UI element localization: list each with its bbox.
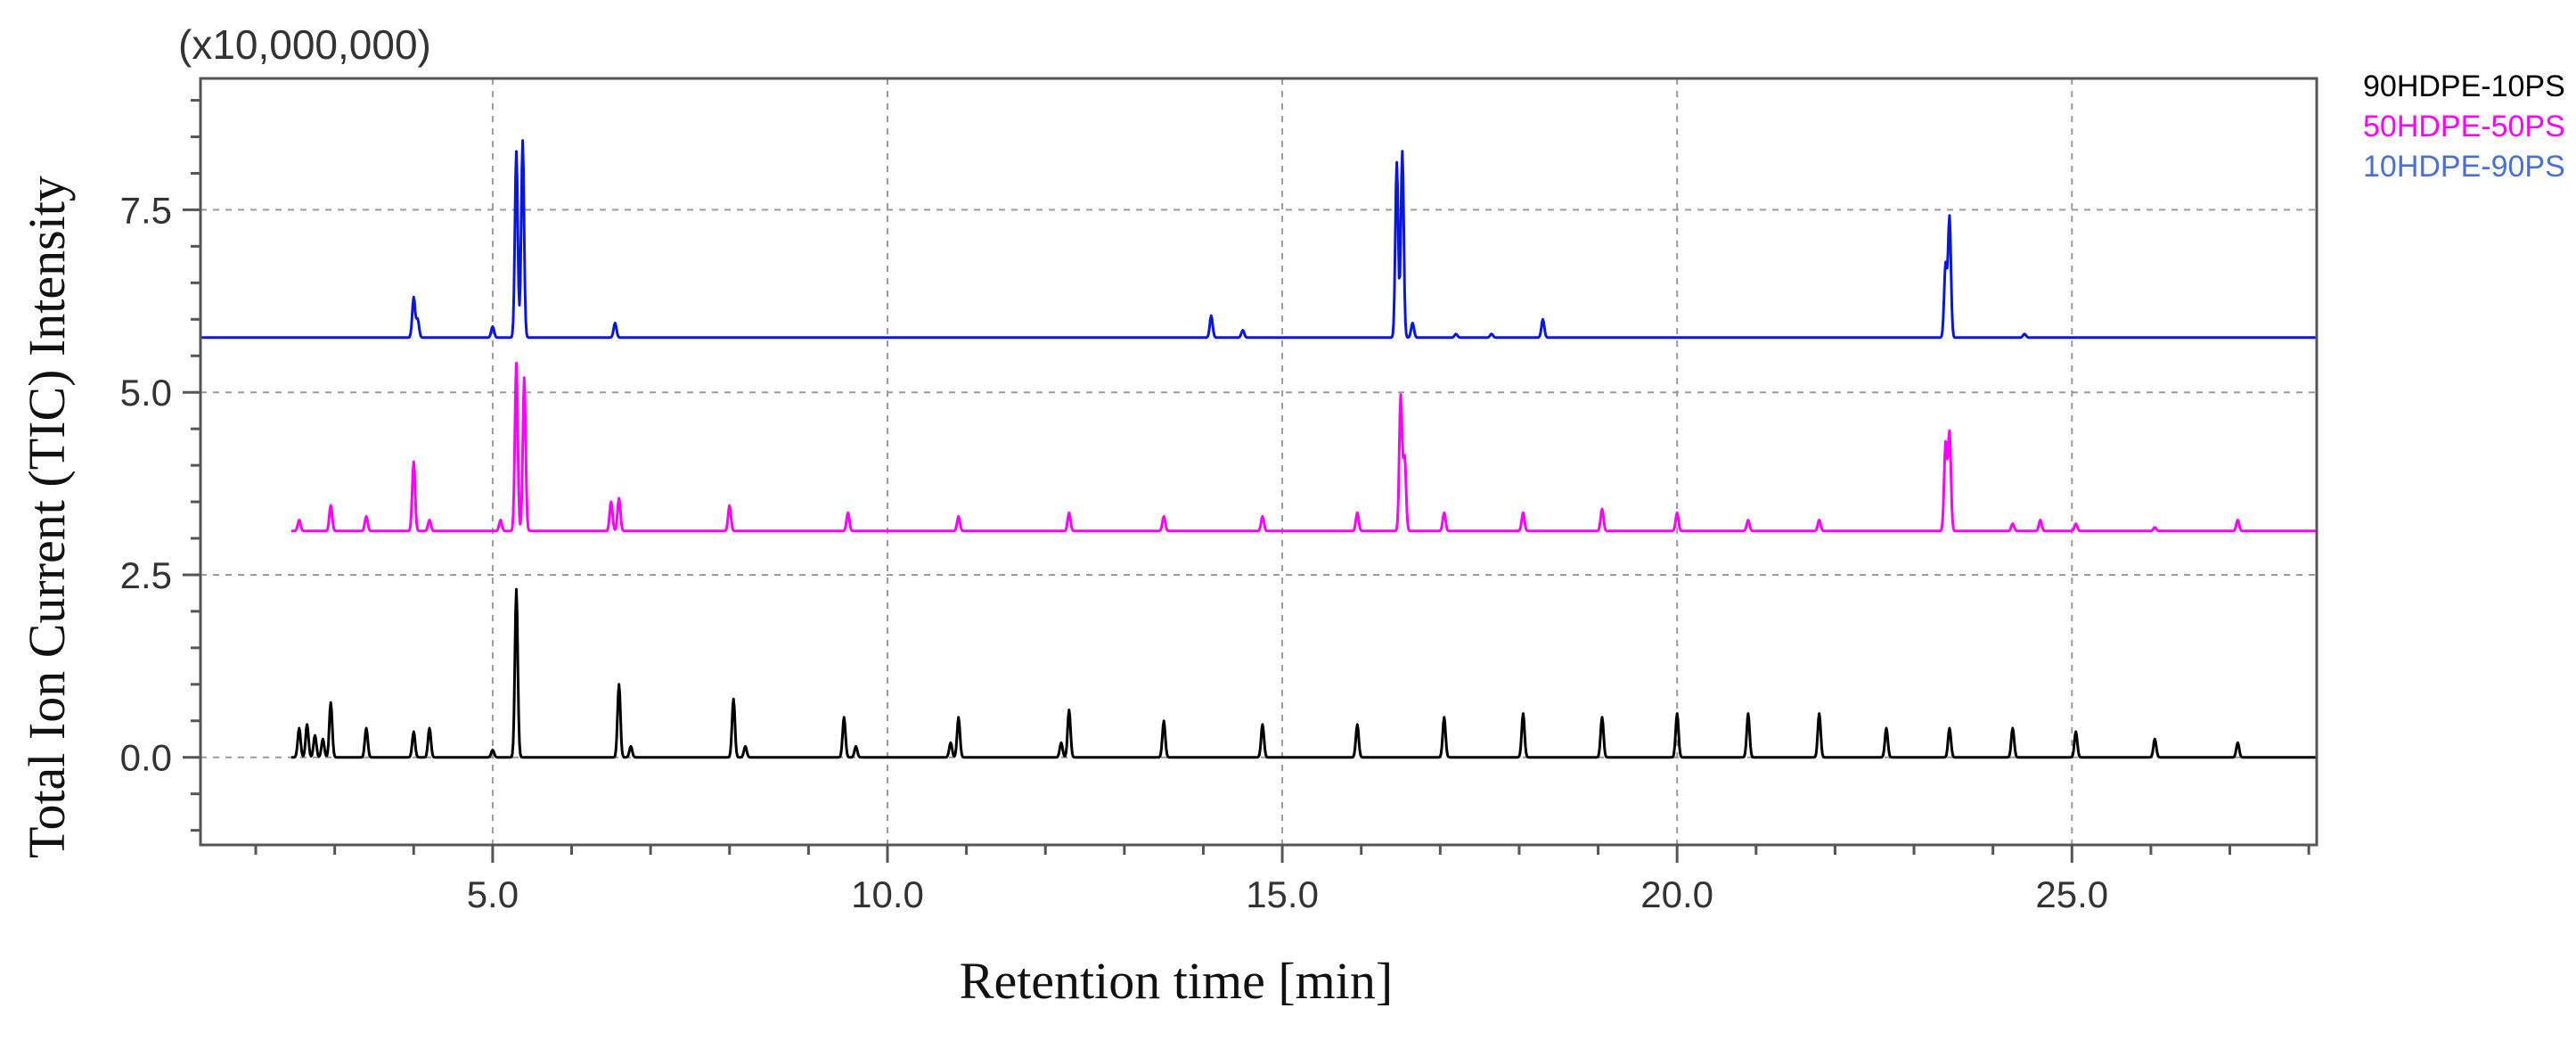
legend-entry-90hdpe-10ps: 90HDPE-10PS <box>2363 70 2565 103</box>
axes <box>199 77 2318 847</box>
series-line-10hdpe-90ps <box>200 139 2318 340</box>
x-tick-label: 5.0 <box>467 873 519 915</box>
tick-marks <box>183 99 2310 863</box>
series-line-50hdpe-50ps <box>290 361 2318 533</box>
series-lines <box>200 139 2318 759</box>
series-line-90hdpe-10ps <box>290 587 2318 759</box>
x-tick-label: 15.0 <box>1246 873 1319 915</box>
y-tick-label: 5.0 <box>120 372 172 414</box>
y-tick-label: 7.5 <box>120 189 172 231</box>
x-tick-label: 20.0 <box>1640 873 1713 915</box>
tick-labels: 0.0 2.5 5.0 7.5 5.0 10.0 15.0 20.0 25.0 <box>120 189 2109 915</box>
y-tick-label: 0.0 <box>120 737 172 779</box>
x-tick-label: 25.0 <box>2035 873 2108 915</box>
y-tick-label: 2.5 <box>120 554 172 596</box>
plot-frame <box>199 77 2318 847</box>
y-axis-title: Total Ion Current (TIC) Intensity <box>18 176 76 858</box>
x-tick-label: 10.0 <box>851 873 924 915</box>
y-multiplier-label: (x10,000,000) <box>178 21 431 68</box>
legend-entry-50hdpe-50ps: 50HDPE-50PS <box>2363 110 2565 143</box>
legend: 90HDPE-10PS 50HDPE-50PS 10HDPE-90PS <box>2363 70 2565 184</box>
x-axis-title: Retention time [min] <box>960 952 1393 1010</box>
legend-entry-10hdpe-90ps: 10HDPE-90PS <box>2363 150 2565 184</box>
